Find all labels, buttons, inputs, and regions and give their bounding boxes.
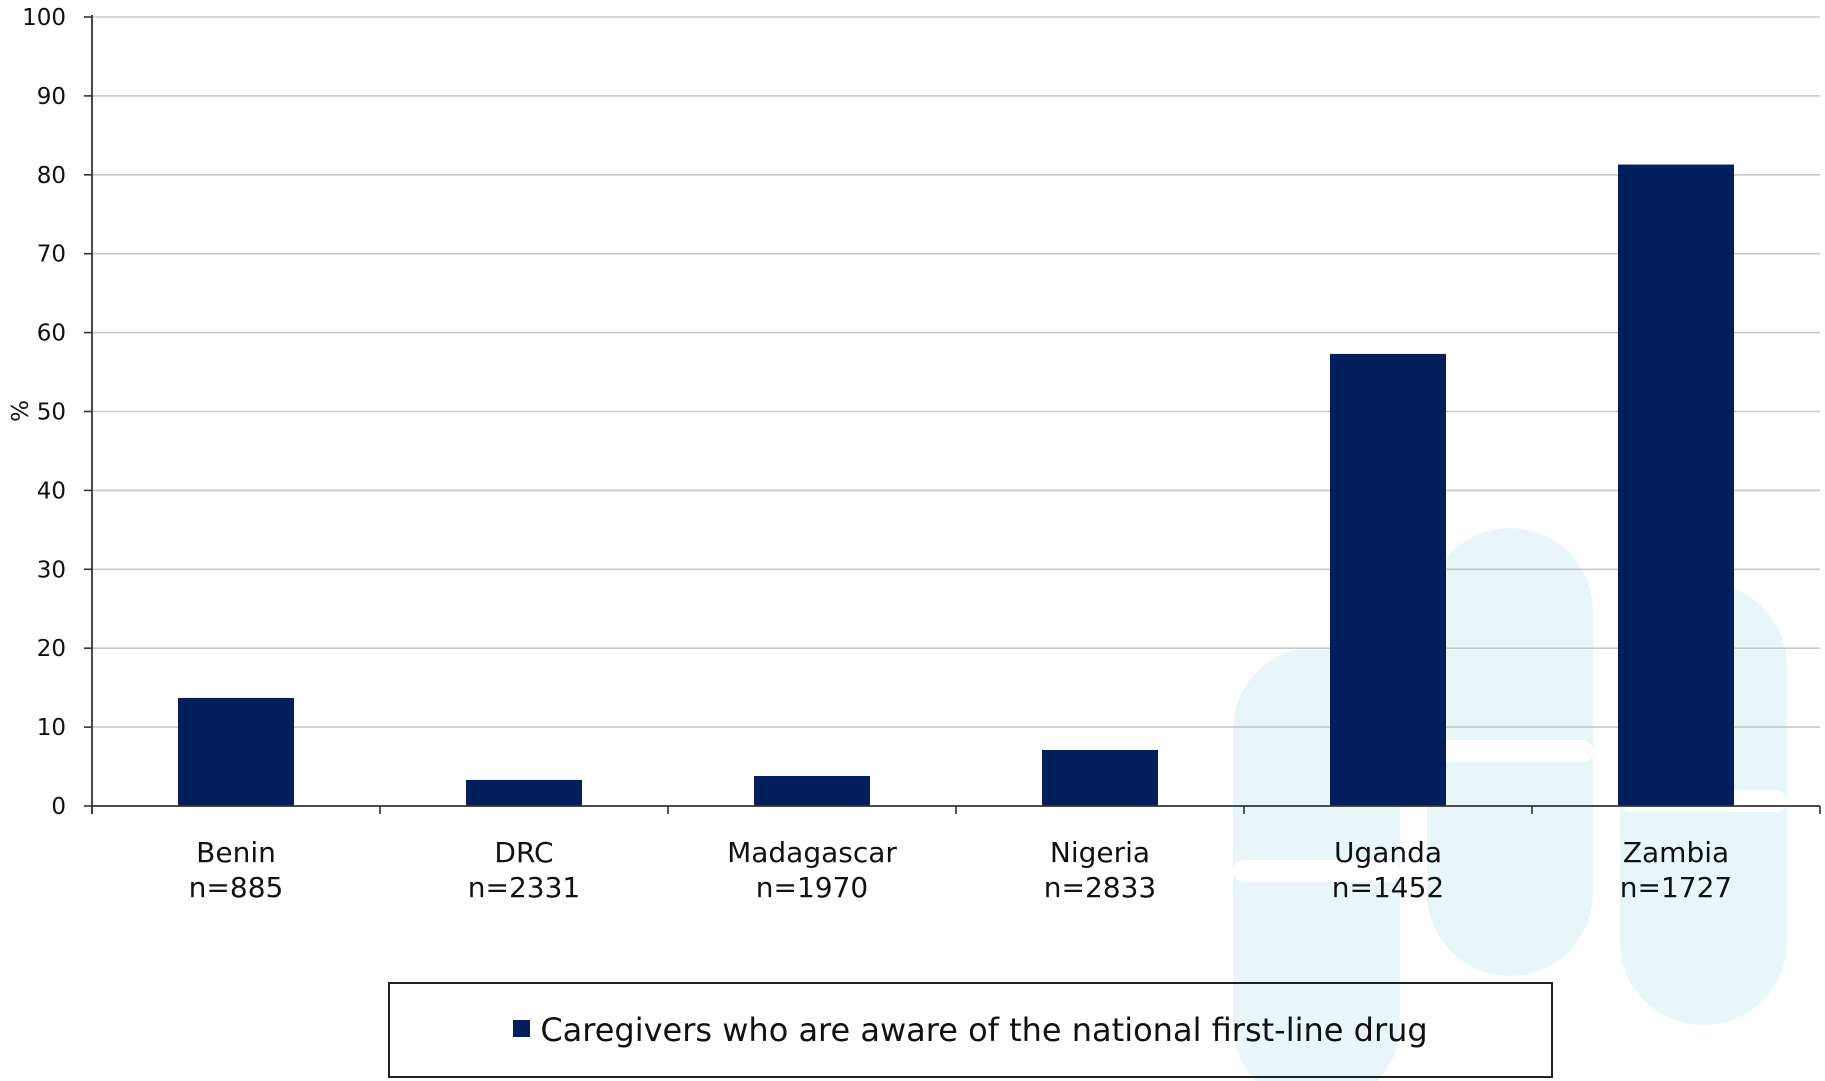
bar-nigeria: [1042, 749, 1158, 806]
x-category-label: Uganda: [1334, 836, 1442, 869]
y-tick-label: 20: [37, 636, 66, 662]
x-category-n-label: n=885: [189, 871, 284, 904]
watermark-pill-middle-groove: [1427, 740, 1593, 762]
bar-madagascar: [754, 776, 870, 806]
bars: [178, 164, 1734, 807]
legend: Caregivers who are aware of the national…: [388, 982, 1553, 1078]
x-category-n-label: n=1727: [1620, 871, 1732, 904]
gridlines: [92, 16, 1820, 728]
y-tick-label: 30: [37, 557, 66, 583]
y-tick-label: 60: [37, 321, 66, 347]
x-category-n-label: n=2833: [1044, 871, 1156, 904]
y-tick-label: 80: [37, 163, 66, 189]
y-tick-label: 50: [37, 400, 66, 426]
axes: [84, 15, 1821, 814]
bar-zambia: [1618, 164, 1734, 807]
y-tick-label: 90: [37, 84, 66, 110]
legend-label: Caregivers who are aware of the national…: [540, 1011, 1428, 1049]
bar-uganda: [1330, 353, 1446, 806]
y-tick-labels: 0 10 20 30 40 50 60 70 80 90 100: [22, 5, 66, 820]
x-category-n-label: n=2331: [468, 871, 580, 904]
watermark-pill-left-groove: [1233, 860, 1400, 882]
x-category-label: Nigeria: [1050, 836, 1150, 869]
x-category-n-label: n=1970: [756, 871, 868, 904]
y-axis-label: %: [8, 400, 34, 422]
y-tick-label: 10: [37, 715, 66, 741]
y-tick-label: 70: [37, 242, 66, 268]
bar-drc: [466, 779, 582, 806]
y-tick-label: 100: [22, 5, 66, 31]
x-category-label: Madagascar: [727, 836, 897, 869]
x-category-label: Zambia: [1623, 836, 1729, 869]
x-category-n-label: n=1452: [1332, 871, 1444, 904]
y-tick-label: 0: [51, 794, 66, 820]
y-tick-label: 40: [37, 478, 66, 504]
legend-swatch: [513, 1019, 531, 1037]
x-category-label: Benin: [196, 836, 276, 869]
bar-benin: [178, 697, 294, 806]
x-category-label: DRC: [494, 836, 553, 869]
